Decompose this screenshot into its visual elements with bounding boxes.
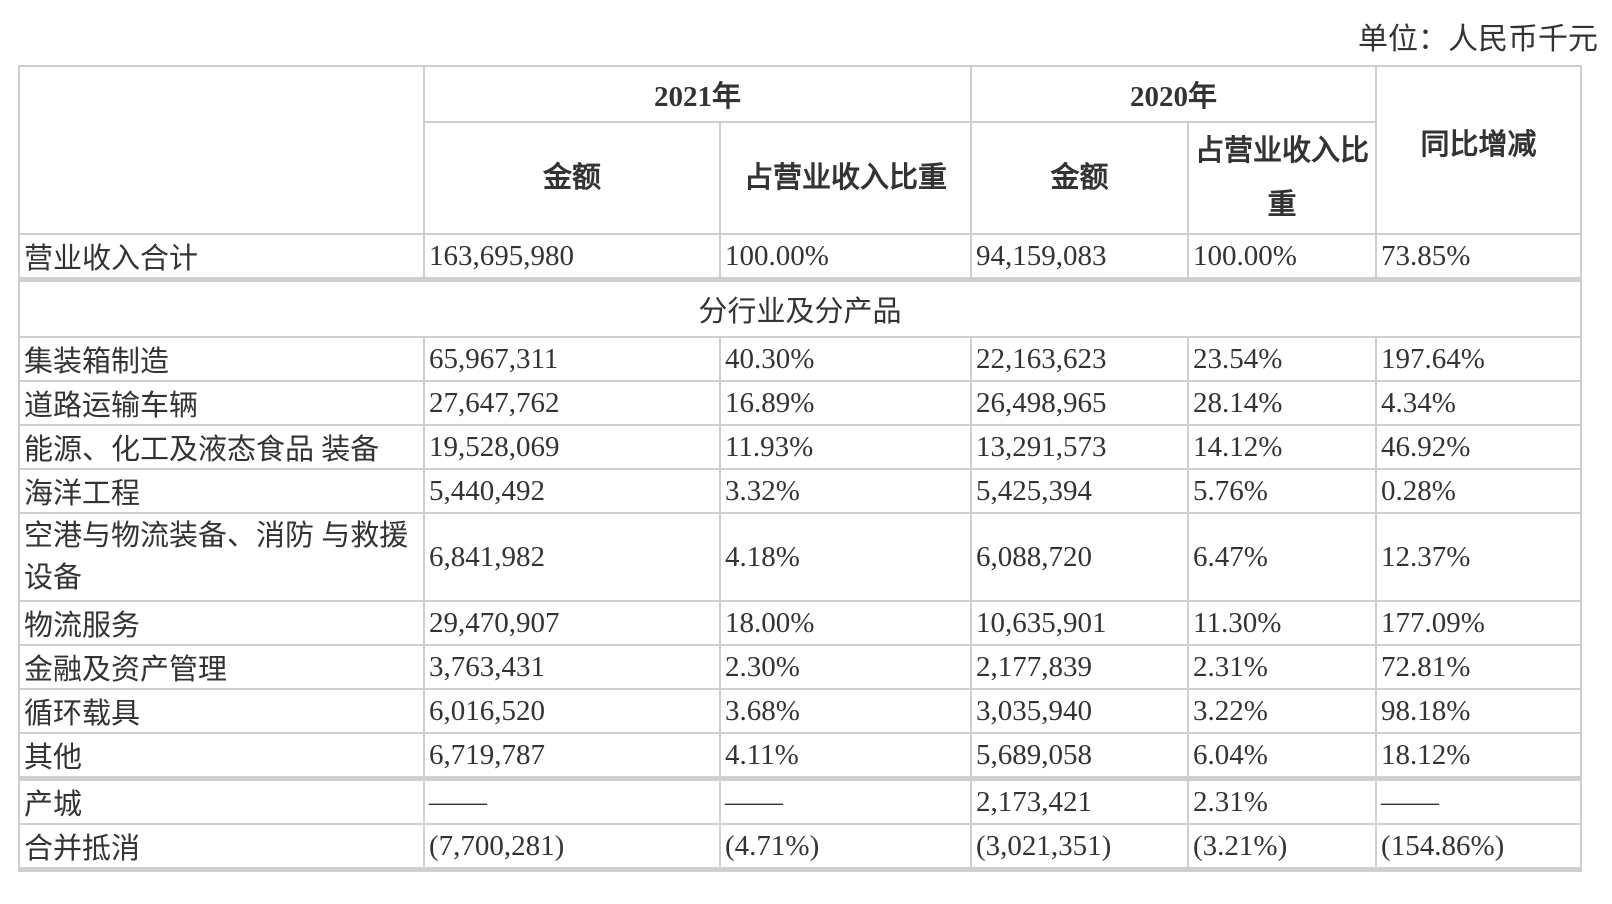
row-cell: 10,635,901 (970, 600, 1190, 646)
total-cell: 163,695,980 (423, 233, 721, 282)
table-row: 产城 —— —— 2,173,421 2.31% —— (18, 777, 1583, 825)
row-cell: 6.47% (1187, 512, 1378, 602)
table-row: 道路运输车辆 27,647,762 16.89% 26,498,965 28.14% 4.… (18, 380, 1583, 426)
row-cell: 12.37% (1375, 512, 1583, 602)
row-cell: 3,035,940 (970, 688, 1190, 734)
table-row: 集装箱制造 65,967,311 40.30% 22,163,623 23.54% 197… (18, 336, 1583, 382)
row-cell: 72.81% (1375, 644, 1583, 690)
row-label: 产城 (18, 777, 425, 825)
section-title: 分行业及分产品 (17, 278, 1583, 338)
header-row-sub: 金额 占营业收入比重 金额 占营业收入比重 (19, 121, 1581, 235)
table-row: 能源、化工及液态食品 装备 19,528,069 11.93% 13,291,573 1… (18, 424, 1583, 470)
header-2020: 2020年 (970, 65, 1378, 123)
total-cell: 73.85% (1375, 233, 1583, 282)
header-amount-2020: 金额 (970, 121, 1190, 235)
revenue-table: 2021年 2020年 同比增减 金额 占营业收入比重 金额 占营业收入比重 营… (17, 65, 1583, 872)
header-share-2021: 占营业收入比重 (718, 121, 973, 235)
table-row: 合并抵消 (7,700,281) (4.71%) (3,021,351) (3.21%)… (18, 823, 1583, 872)
total-row: 营业收入合计 163,695,980 100.00% 94,159,083 10… (18, 233, 1583, 282)
row-cell: 2,177,839 (970, 644, 1190, 690)
unit-label: 单位：人民币千元 (1358, 23, 1598, 56)
row-cell: 16.89% (718, 380, 973, 426)
row-label: 海洋工程 (18, 468, 425, 514)
total-cell: 100.00% (1187, 233, 1378, 282)
row-cell: 6,016,520 (423, 688, 721, 734)
row-cell: 65,967,311 (423, 336, 721, 382)
table-row: 金融及资产管理 3,763,431 2.30% 2,177,839 2.31% 72.81… (18, 644, 1583, 690)
table-row: 其他 6,719,787 4.11% 5,689,058 6.04% 18.12% (18, 732, 1583, 781)
row-cell: (3.21%) (1187, 823, 1378, 872)
row-cell: 5,440,492 (423, 468, 721, 514)
row-cell: (3,021,351) (970, 823, 1190, 872)
row-cell: 4.11% (718, 732, 973, 781)
row-cell: 6,719,787 (423, 732, 721, 781)
row-label: 物流服务 (18, 600, 425, 646)
row-label: 能源、化工及液态食品 装备 (18, 424, 425, 470)
row-cell: 27,647,762 (423, 380, 721, 426)
total-cell: 100.00% (718, 233, 973, 282)
row-cell: 3,763,431 (423, 644, 721, 690)
row-cell: 26,498,965 (970, 380, 1190, 426)
header-amount-2021: 金额 (423, 121, 721, 235)
row-label: 循环载具 (18, 688, 425, 734)
table-row: 海洋工程 5,440,492 3.32% 5,425,394 5.76% 0.28% (18, 468, 1583, 514)
row-cell: 11.93% (718, 424, 973, 470)
row-cell: 6.04% (1187, 732, 1378, 781)
row-cell: 23.54% (1187, 336, 1378, 382)
header-blank (18, 65, 425, 235)
row-cell: 2,173,421 (970, 777, 1190, 825)
row-cell: 98.18% (1375, 688, 1583, 734)
row-cell: (4.71%) (718, 823, 973, 872)
table-row: 循环载具 6,016,520 3.68% 3,035,940 3.22% 98.18% (18, 688, 1583, 734)
row-cell: 28.14% (1187, 380, 1378, 426)
row-cell: 5,425,394 (970, 468, 1190, 514)
total-label: 营业收入合计 (18, 233, 425, 282)
row-cell: —— (718, 777, 973, 825)
row-cell: 3.22% (1187, 688, 1378, 734)
row-cell: 3.68% (718, 688, 973, 734)
row-cell: 4.18% (718, 512, 973, 602)
section-row: 分行业及分产品 (17, 278, 1583, 338)
row-cell: 46.92% (1375, 424, 1583, 470)
row-label: 道路运输车辆 (18, 380, 425, 426)
row-cell: 177.09% (1375, 600, 1583, 646)
row-cell: 29,470,907 (423, 600, 721, 646)
total-cell: 94,159,083 (970, 233, 1190, 282)
row-cell: 2.30% (718, 644, 973, 690)
row-label: 空港与物流装备、消防 与救援设备 (18, 512, 425, 602)
row-label: 金融及资产管理 (18, 644, 425, 690)
row-cell: 3.32% (718, 468, 973, 514)
header-yoy: 同比增减 (1375, 65, 1583, 235)
row-cell: 19,528,069 (423, 424, 721, 470)
row-cell: 0.28% (1375, 468, 1583, 514)
table-row: 空港与物流装备、消防 与救援设备 6,841,982 4.18% 6,088,720 6… (18, 512, 1583, 602)
row-cell: —— (1375, 777, 1583, 825)
row-cell: 40.30% (718, 336, 973, 382)
table-row: 物流服务 29,470,907 18.00% 10,635,901 11.30% 177.… (18, 600, 1583, 646)
row-label: 合并抵消 (18, 823, 425, 872)
header-row-years: 2021年 2020年 同比增减 (18, 65, 1583, 235)
row-cell: 22,163,623 (970, 336, 1190, 382)
row-cell: —— (423, 777, 721, 825)
row-cell: 5,689,058 (970, 732, 1190, 781)
header-2021: 2021年 (422, 65, 973, 123)
row-cell: (7,700,281) (423, 823, 721, 872)
row-cell: 18.12% (1375, 732, 1583, 781)
row-cell: 18.00% (718, 600, 973, 646)
row-cell: 6,841,982 (423, 512, 721, 602)
row-cell: 4.34% (1375, 380, 1583, 426)
row-cell: 14.12% (1187, 424, 1378, 470)
row-cell: 6,088,720 (970, 512, 1190, 602)
row-cell: 197.64% (1375, 336, 1583, 382)
row-cell: 2.31% (1187, 644, 1378, 690)
row-cell: (154.86%) (1375, 823, 1583, 872)
row-cell: 5.76% (1187, 468, 1378, 514)
row-cell: 13,291,573 (970, 424, 1190, 470)
row-label: 集装箱制造 (18, 336, 425, 382)
row-cell: 11.30% (1187, 600, 1378, 646)
header-share-2020: 占营业收入比重 (1187, 121, 1378, 235)
row-cell: 2.31% (1187, 777, 1378, 825)
row-label: 其他 (18, 732, 425, 781)
